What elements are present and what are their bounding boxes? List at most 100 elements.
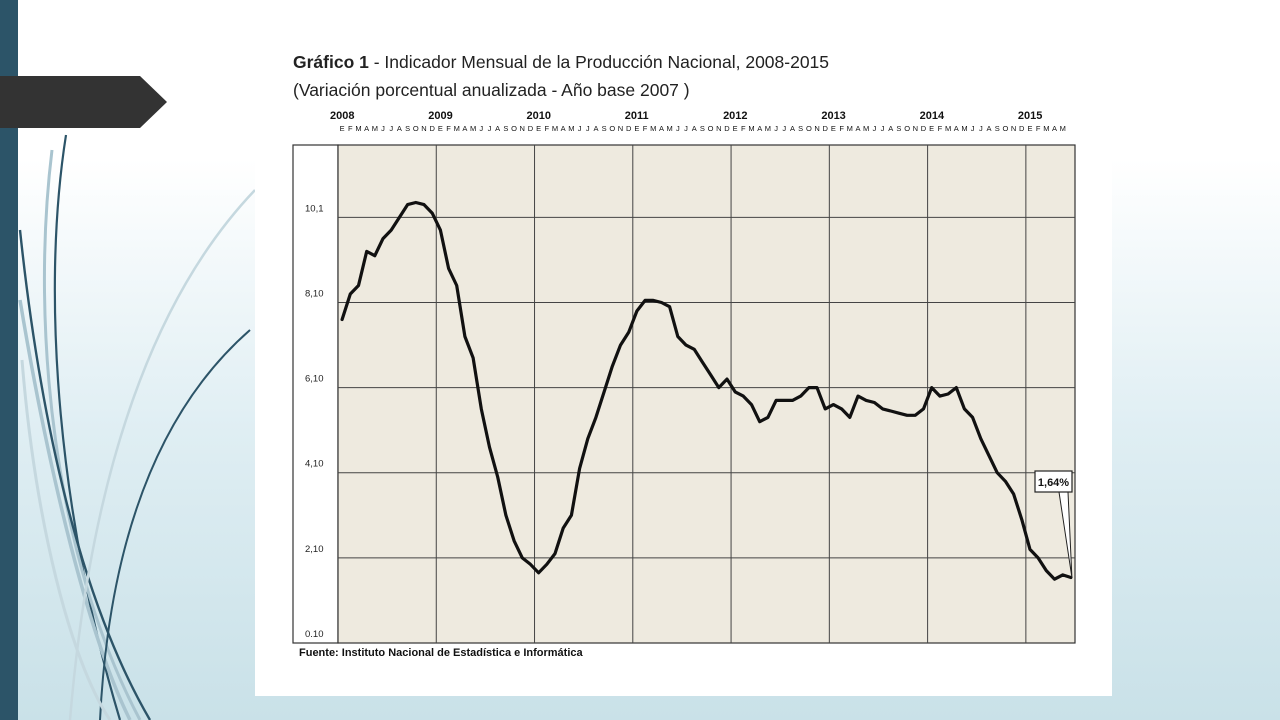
x-month-label: M bbox=[454, 124, 460, 133]
x-month-label: J bbox=[684, 124, 688, 133]
source-note: Fuente: Instituto Nacional de Estadístic… bbox=[299, 647, 583, 659]
chart-panel: Gráfico 1 - Indicador Mensual de la Prod… bbox=[255, 38, 1112, 696]
series-line bbox=[340, 200, 1073, 581]
x-month-label: O bbox=[1002, 124, 1008, 133]
x-month-label: O bbox=[609, 124, 615, 133]
x-month-label: S bbox=[602, 124, 607, 133]
x-month-label: E bbox=[536, 124, 541, 133]
x-month-label: S bbox=[798, 124, 803, 133]
x-month-label: J bbox=[676, 124, 680, 133]
x-month-label: F bbox=[1036, 124, 1041, 133]
x-month-label: O bbox=[413, 124, 419, 133]
callout-box bbox=[1034, 470, 1073, 493]
plot-area bbox=[337, 144, 1076, 644]
x-month-label: D bbox=[1019, 124, 1025, 133]
x-month-label: F bbox=[938, 124, 943, 133]
x-month-label: M bbox=[765, 124, 771, 133]
callout-label: 1,64% bbox=[1038, 477, 1069, 489]
x-month-label: M bbox=[748, 124, 754, 133]
x-month-label: S bbox=[896, 124, 901, 133]
x-month-label: D bbox=[724, 124, 730, 133]
x-month-label: E bbox=[340, 124, 345, 133]
y-tick-label: 8,10 bbox=[305, 288, 324, 299]
x-month-label: D bbox=[823, 124, 829, 133]
x-month-label: A bbox=[593, 124, 598, 133]
x-month-label: S bbox=[503, 124, 508, 133]
slide-accent-bar bbox=[0, 0, 18, 720]
x-month-label: A bbox=[462, 124, 467, 133]
x-month-label: A bbox=[692, 124, 697, 133]
x-month-label: A bbox=[987, 124, 992, 133]
x-year-label: 2010 bbox=[527, 110, 551, 122]
x-month-label: F bbox=[643, 124, 648, 133]
x-month-label: D bbox=[626, 124, 632, 133]
y-tick-label: 0.10 bbox=[305, 629, 324, 640]
x-month-label: E bbox=[438, 124, 443, 133]
x-month-label: E bbox=[1027, 124, 1032, 133]
x-month-label: O bbox=[806, 124, 812, 133]
x-month-label: F bbox=[741, 124, 746, 133]
x-month-label: E bbox=[733, 124, 738, 133]
y-tick-label: 6,10 bbox=[305, 374, 324, 385]
x-month-label: M bbox=[667, 124, 673, 133]
y-axis-frame bbox=[292, 144, 339, 644]
x-month-label: E bbox=[929, 124, 934, 133]
y-tick-label: 4,10 bbox=[305, 459, 324, 470]
x-month-label: M bbox=[945, 124, 951, 133]
x-month-label: J bbox=[389, 124, 393, 133]
x-month-label: E bbox=[634, 124, 639, 133]
x-month-label: J bbox=[872, 124, 876, 133]
x-month-label: D bbox=[528, 124, 534, 133]
x-month-label: M bbox=[568, 124, 574, 133]
x-year-label: 2014 bbox=[920, 110, 945, 122]
x-month-label: A bbox=[1052, 124, 1057, 133]
chart-title: Gráfico 1 - Indicador Mensual de la Prod… bbox=[293, 52, 830, 72]
x-month-label: M bbox=[1043, 124, 1049, 133]
x-year-label: 2011 bbox=[625, 110, 649, 122]
x-month-label: A bbox=[495, 124, 500, 133]
x-month-label: N bbox=[1011, 124, 1016, 133]
x-month-label: J bbox=[488, 124, 492, 133]
x-month-label: S bbox=[700, 124, 705, 133]
x-month-label: O bbox=[904, 124, 910, 133]
x-month-label: M bbox=[470, 124, 476, 133]
x-month-label: N bbox=[814, 124, 819, 133]
x-month-label: A bbox=[757, 124, 762, 133]
x-month-label: J bbox=[774, 124, 778, 133]
x-month-label: J bbox=[979, 124, 983, 133]
x-year-label: 2012 bbox=[723, 110, 747, 122]
x-month-label: N bbox=[618, 124, 623, 133]
x-month-label: O bbox=[708, 124, 714, 133]
x-month-label: A bbox=[364, 124, 369, 133]
x-year-label: 2013 bbox=[821, 110, 845, 122]
x-month-label: A bbox=[397, 124, 402, 133]
x-month-label: J bbox=[782, 124, 786, 133]
y-tick-label: 10,1 bbox=[305, 203, 324, 214]
x-year-label: 2008 bbox=[330, 110, 354, 122]
x-month-label: F bbox=[545, 124, 550, 133]
x-year-label: 2009 bbox=[428, 110, 452, 122]
x-month-label: M bbox=[847, 124, 853, 133]
x-month-label: A bbox=[659, 124, 664, 133]
x-month-label: D bbox=[429, 124, 435, 133]
x-month-label: A bbox=[561, 124, 566, 133]
x-month-label: J bbox=[881, 124, 885, 133]
x-month-label: J bbox=[971, 124, 975, 133]
x-month-label: M bbox=[552, 124, 558, 133]
x-month-label: A bbox=[954, 124, 959, 133]
chart-subtitle: (Variación porcentual anualizada - Año b… bbox=[293, 80, 690, 100]
x-month-label: N bbox=[520, 124, 525, 133]
x-month-label: M bbox=[372, 124, 378, 133]
x-month-label: J bbox=[479, 124, 483, 133]
x-month-label: J bbox=[381, 124, 385, 133]
x-month-label: D bbox=[921, 124, 927, 133]
x-month-label: F bbox=[348, 124, 353, 133]
x-month-label: M bbox=[650, 124, 656, 133]
x-month-label: J bbox=[586, 124, 590, 133]
x-month-label: F bbox=[446, 124, 451, 133]
decorative-swooshes bbox=[18, 134, 256, 720]
x-month-label: J bbox=[578, 124, 582, 133]
x-month-label: M bbox=[1060, 124, 1066, 133]
x-month-label: M bbox=[961, 124, 967, 133]
